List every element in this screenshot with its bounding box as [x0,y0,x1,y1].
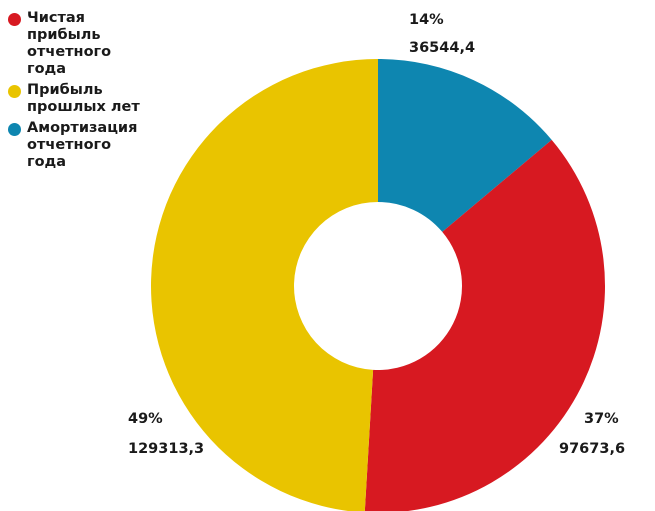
value-label-depreciation: 36544,4 [409,40,476,56]
value-label-net-profit: 97673,6 [559,441,626,457]
percent-label-net-profit: 37% [584,411,619,427]
percent-label-depreciation: 14% [409,12,444,28]
legend-swatch-prior-profit [8,85,21,98]
slice-net-profit [364,139,605,511]
legend-item-prior-profit: Прибыль прошлых лет [8,82,158,116]
legend-swatch-net-profit [8,13,21,26]
slice-prior-profit [151,59,378,511]
percent-label-prior-profit: 49% [128,411,163,427]
chart-legend: Чистая прибыль отчетного года Прибыль пр… [8,10,158,175]
legend-swatch-depreciation [8,123,21,136]
legend-label-depreciation: Амортизация отчетного года [27,120,138,170]
legend-label-prior-profit: Прибыль прошлых лет [27,82,140,115]
value-label-prior-profit: 129313,3 [128,441,205,457]
legend-item-net-profit: Чистая прибыль отчетного года [8,10,158,78]
legend-item-depreciation: Амортизация отчетного года [8,120,158,171]
legend-label-net-profit: Чистая прибыль отчетного года [27,10,112,77]
slice-depreciation [378,59,552,232]
